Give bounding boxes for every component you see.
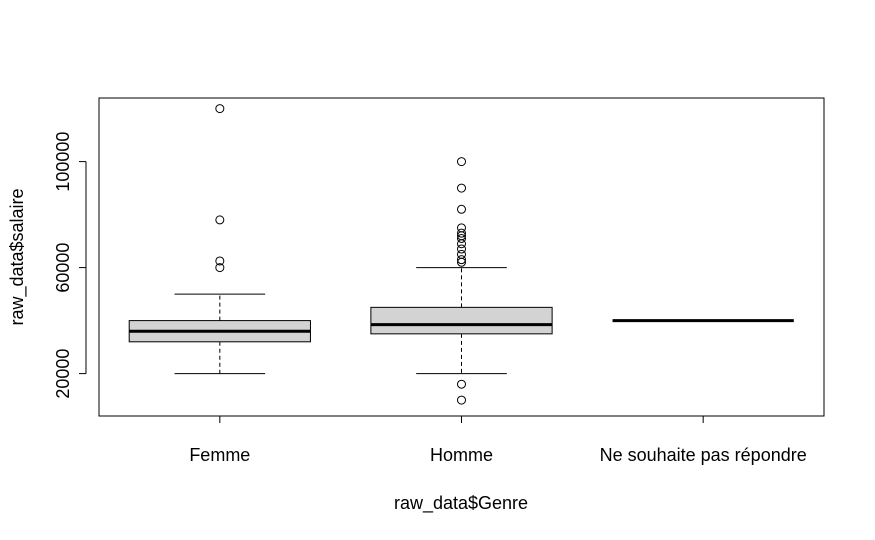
outlier-point bbox=[457, 249, 466, 259]
outlier-point bbox=[215, 256, 225, 266]
iqr-box bbox=[370, 306, 553, 335]
box-group-2 bbox=[370, 157, 553, 405]
y-tick-label: 20000 bbox=[53, 349, 73, 399]
box-group-1 bbox=[128, 104, 311, 375]
outlier-point bbox=[457, 157, 466, 167]
outlier-point bbox=[457, 233, 466, 243]
outlier-point bbox=[457, 204, 466, 214]
outlier-point bbox=[457, 183, 466, 193]
outlier-point bbox=[457, 228, 466, 238]
outlier-point bbox=[457, 379, 466, 389]
outlier-point bbox=[457, 223, 466, 233]
x-axis: Femme Homme Ne souhaite pas répondre bbox=[189, 416, 807, 465]
outlier-point bbox=[457, 244, 466, 254]
outlier-point bbox=[215, 215, 225, 225]
outlier-point bbox=[457, 395, 466, 405]
y-tick-label: 60000 bbox=[53, 243, 73, 293]
y-tick-label: 100000 bbox=[53, 132, 73, 192]
y-axis: 20000 60000 100000 bbox=[53, 132, 87, 399]
boxes bbox=[128, 104, 794, 405]
outlier-point bbox=[215, 263, 225, 273]
x-tick-label: Ne souhaite pas répondre bbox=[600, 445, 807, 465]
x-axis-title: raw_data$Genre bbox=[394, 493, 528, 514]
x-tick-label: Homme bbox=[430, 445, 493, 465]
outlier-point bbox=[215, 104, 225, 114]
y-axis-title: raw_data$salaire bbox=[7, 188, 28, 325]
x-tick-label: Femme bbox=[189, 445, 250, 465]
outlier-point bbox=[457, 255, 466, 265]
plot-frame bbox=[98, 97, 825, 417]
